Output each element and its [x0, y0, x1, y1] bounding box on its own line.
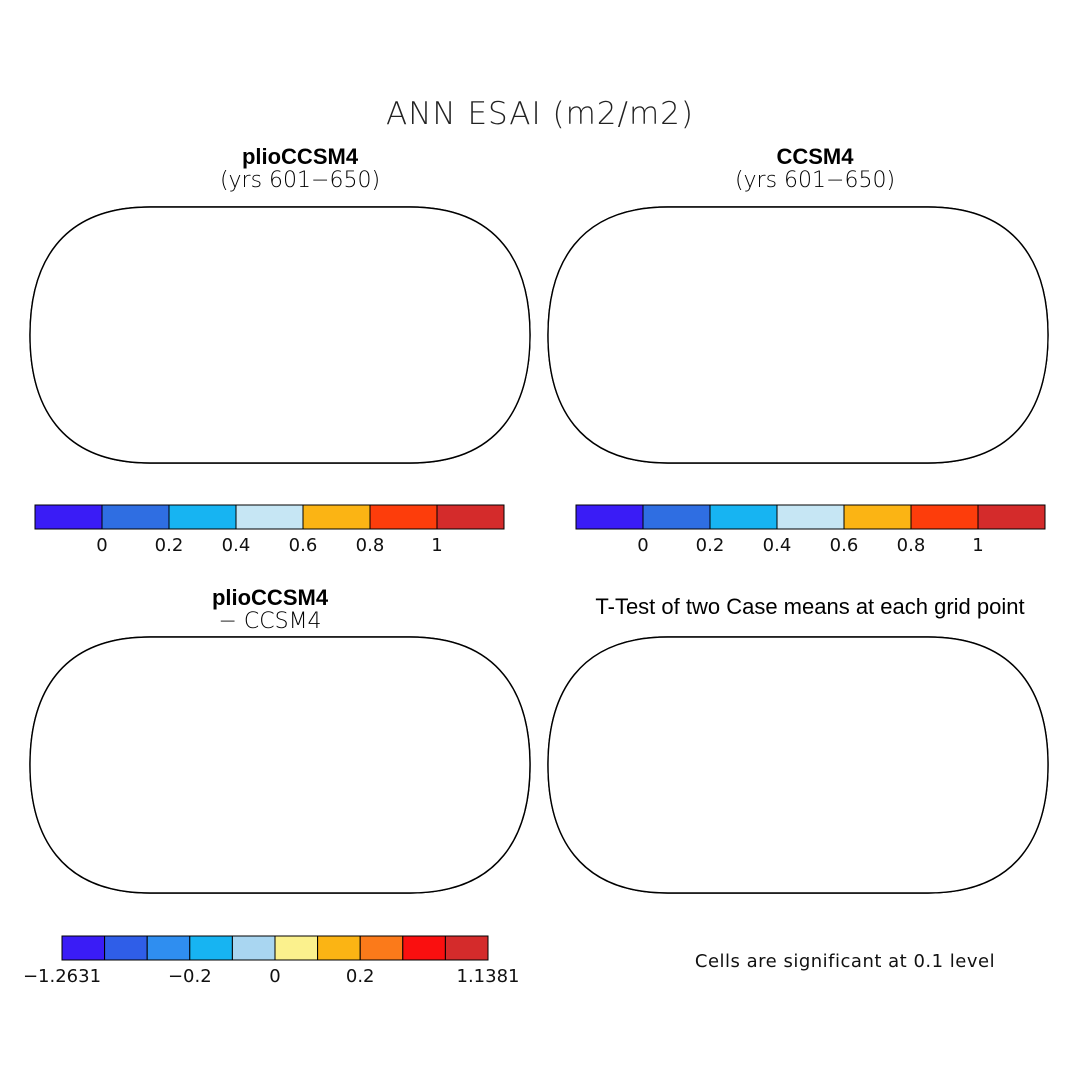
colorbar-ccsm4-swatch-5: [910, 504, 979, 530]
colorbar-plio-swatch-4: [302, 504, 371, 530]
colorbar-plio-swatch-2: [168, 504, 237, 530]
colorbar-diff-swatch-0: [61, 935, 106, 961]
colorbar-ccsm4-swatch-3: [776, 504, 845, 530]
colorbar-ccsm4-swatch-1: [642, 504, 711, 530]
panel-title-diff-main: plioCCSM4: [211, 585, 329, 610]
colorbar-ccsm4-tick-1: 0.2: [696, 535, 725, 556]
map-ttest: [547, 636, 1049, 894]
panel-title-ccsm4: CCSM4 (yrs 601−650): [665, 144, 965, 193]
figure-title: ANN ESAI (m2/m2): [386, 96, 694, 132]
colorbar-diff-swatch-6: [317, 935, 361, 961]
map-plio: [29, 206, 531, 464]
colorbar-diff-tick-4: 1.1381: [457, 966, 520, 987]
colorbar-ccsm4-swatch-4: [843, 504, 912, 530]
panel-title-diff-sub: − CCSM4: [218, 609, 322, 634]
colorbar-ccsm4-tick-2: 0.4: [763, 535, 792, 556]
panel-title-ccsm4-sub: (yrs 601−650): [734, 168, 896, 193]
colorbar-diff-tick-1: −0.2: [168, 966, 212, 987]
colorbar-diff-swatch-7: [359, 935, 404, 961]
colorbar-diff: −1.2631 −0.2 0 0.2 1.1381: [23, 935, 520, 987]
map-ccsm4: [547, 206, 1049, 464]
colorbar-plio-tick-1: 0.2: [155, 535, 184, 556]
colorbar-plio-swatch-5: [369, 504, 438, 530]
panel-title-ccsm4-main: CCSM4: [776, 144, 854, 169]
panel-title-plio-main: plioCCSM4: [241, 144, 359, 169]
colorbar-diff-swatch-3: [189, 935, 233, 961]
colorbar-ccsm4-tick-4: 0.8: [897, 535, 926, 556]
panel-title-ttest: T-Test of two Case means at each grid po…: [595, 594, 1025, 619]
colorbar-diff-tick-0: −1.2631: [23, 966, 101, 987]
colorbar-plio: 0 0.2 0.4 0.6 0.8 1: [34, 504, 505, 556]
colorbar-ccsm4-swatch-2: [709, 504, 778, 530]
colorbar-ccsm4: 0 0.2 0.4 0.6 0.8 1: [575, 504, 1046, 556]
panel-title-diff: plioCCSM4 − CCSM4: [120, 585, 420, 634]
colorbar-plio-tick-0: 0: [96, 535, 107, 556]
colorbar-plio-tick-4: 0.8: [356, 535, 385, 556]
panel-title-plio: plioCCSM4 (yrs 601−650): [150, 144, 450, 193]
colorbar-diff-swatch-9: [444, 935, 489, 961]
colorbar-diff-swatch-1: [104, 935, 148, 961]
panel-title-plio-sub: (yrs 601−650): [219, 168, 381, 193]
colorbar-plio-swatch-1: [101, 504, 170, 530]
colorbar-plio-swatch-0: [34, 504, 103, 530]
colorbar-diff-swatch-4: [231, 935, 276, 961]
colorbar-plio-swatch-6: [436, 504, 505, 530]
colorbar-diff-tick-2: 0: [269, 966, 280, 987]
colorbar-ccsm4-tick-5: 1: [972, 535, 983, 556]
colorbar-plio-swatch-3: [235, 504, 304, 530]
colorbar-plio-tick-2: 0.4: [222, 535, 251, 556]
colorbar-ccsm4-swatch-6: [977, 504, 1046, 530]
colorbar-diff-swatch-2: [146, 935, 191, 961]
colorbar-diff-tick-3: 0.2: [346, 966, 375, 987]
colorbar-ccsm4-swatch-0: [575, 504, 644, 530]
significance-note: Cells are significant at 0.1 level: [694, 951, 996, 972]
colorbar-plio-tick-3: 0.6: [289, 535, 318, 556]
colorbar-plio-tick-5: 1: [431, 535, 442, 556]
colorbar-ccsm4-tick-3: 0.6: [830, 535, 859, 556]
colorbar-diff-swatch-5: [274, 935, 319, 961]
colorbar-diff-swatch-8: [402, 935, 446, 961]
map-diff: [29, 636, 531, 894]
colorbar-ccsm4-tick-0: 0: [637, 535, 648, 556]
